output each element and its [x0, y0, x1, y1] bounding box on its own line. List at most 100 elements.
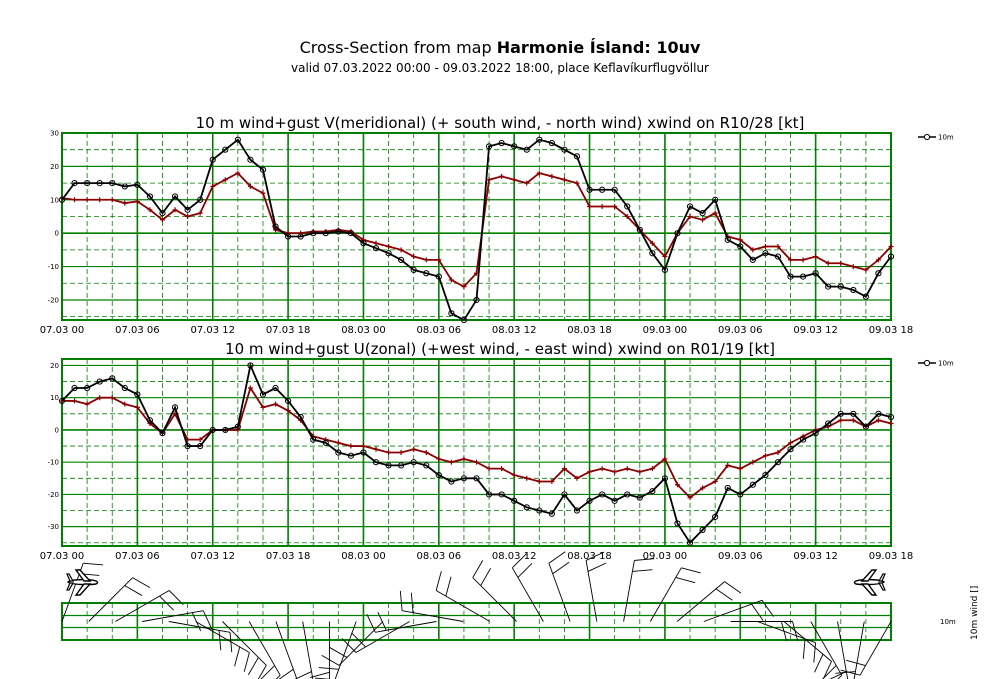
x-tick-label: 07.03 18: [266, 325, 311, 336]
wind-point: [511, 143, 518, 150]
gust-point: [888, 244, 894, 250]
wind-barb-feather: [318, 667, 339, 670]
wind-point: [159, 210, 166, 217]
x-tick-label: 08.03 18: [567, 551, 612, 562]
wind-point: [423, 270, 430, 277]
wind-point: [686, 539, 694, 546]
gust-point: [97, 197, 103, 203]
wind-barb-feather: [552, 561, 570, 575]
wind-point: [548, 139, 555, 147]
barb-param-label: 10m wind []: [970, 586, 980, 640]
gust-point: [84, 401, 90, 407]
wind-barb-staff: [302, 621, 314, 679]
wind-point: [749, 256, 756, 263]
gust-point: [813, 427, 819, 433]
gust-point: [612, 203, 618, 209]
gust-series-line: [61, 171, 892, 288]
gust-point: [813, 254, 819, 260]
wind-point: [197, 196, 204, 203]
wind-point: [850, 410, 857, 417]
wind-point: [284, 397, 292, 405]
wind-point: [184, 442, 191, 450]
wind-point: [599, 186, 606, 193]
wind-point: [335, 449, 342, 456]
wind-point: [636, 494, 643, 501]
wind-point: [586, 186, 593, 193]
gust-point: [134, 198, 140, 204]
wind-barb-feather: [751, 603, 764, 621]
wind-barb-feather: [822, 661, 832, 679]
wind-point: [787, 446, 794, 453]
wind-barb-staff: [783, 621, 832, 662]
wind-point: [247, 362, 254, 369]
gust-point: [122, 401, 128, 407]
wind-barb-feather: [724, 581, 742, 594]
gust-point: [549, 173, 555, 179]
wind-point: [712, 196, 719, 203]
wind-barb-feather: [248, 657, 259, 675]
gust-point: [436, 257, 442, 263]
y-tick-label: -10: [48, 263, 59, 271]
gust-point: [172, 207, 178, 213]
wind-point: [146, 193, 154, 200]
wind-barb-feather: [218, 630, 222, 651]
gust-point: [285, 408, 291, 414]
gust-point: [159, 217, 165, 223]
gust-point: [838, 417, 844, 423]
wind-barb-feather: [802, 638, 806, 659]
gust-point: [273, 401, 279, 407]
wind-point: [799, 273, 807, 280]
x-tick-label: 07.03 12: [190, 325, 235, 336]
wind-point: [850, 286, 857, 294]
gust-point: [97, 395, 103, 401]
plot-frame: [61, 358, 892, 547]
wind-point: [724, 236, 731, 243]
wind-point: [624, 491, 631, 498]
wind-barb-staff: [853, 621, 865, 679]
wind-point: [347, 452, 354, 459]
wind-barb-staff: [334, 621, 357, 679]
wind-point: [712, 513, 719, 521]
gust-point: [750, 247, 756, 253]
wind-point: [536, 136, 543, 143]
wind-barb-feather: [837, 674, 843, 679]
wind-series-line: [61, 138, 892, 322]
wind-point: [222, 146, 229, 153]
plane-wings: [860, 569, 878, 596]
wind-point: [674, 520, 681, 527]
x-tick-label: 08.03 18: [567, 325, 612, 336]
chart-title: Cross-Section from map Harmonie Ísland: …: [0, 38, 1000, 57]
wind-barb-feather: [846, 659, 866, 666]
wind-point: [523, 504, 530, 511]
wind-point: [599, 491, 606, 498]
wind-point: [887, 413, 895, 421]
wind-barb-staff: [757, 621, 816, 644]
y-tick-label: -20: [48, 296, 59, 304]
gust-point: [561, 177, 567, 183]
wind-point: [787, 273, 794, 280]
gust-point: [373, 240, 379, 246]
gust-point: [298, 230, 304, 236]
gust-point: [875, 417, 881, 423]
x-tick-label: 07.03 00: [40, 551, 85, 562]
wind-point: [611, 186, 618, 193]
wind-point: [460, 316, 468, 324]
wind-point: [322, 439, 329, 446]
x-tick-label: 09.03 06: [718, 325, 763, 336]
wind-barb-staff: [472, 577, 517, 622]
gust-point: [348, 443, 354, 449]
gust-point: [72, 398, 78, 404]
gust-point: [398, 450, 404, 455]
gust-point: [386, 450, 392, 455]
wind-barb-feather: [840, 669, 861, 676]
wind-point: [385, 462, 392, 469]
gust-point: [474, 459, 479, 465]
gust-point: [423, 450, 429, 455]
gust-point: [72, 197, 78, 203]
gust-point: [599, 203, 605, 209]
gust-point: [788, 440, 794, 446]
wind-barb-feather: [814, 653, 824, 673]
y-tick-label: -30: [48, 523, 59, 531]
x-tick-label: 07.03 06: [115, 325, 160, 336]
gust-point: [662, 456, 668, 462]
